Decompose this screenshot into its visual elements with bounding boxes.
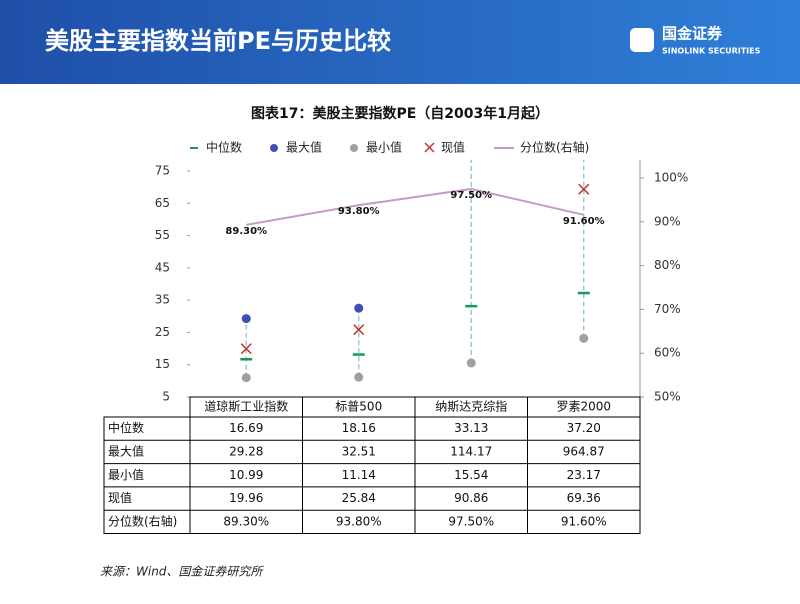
- y-tick-label: 75: [155, 164, 170, 178]
- table-cell: 37.20: [567, 421, 601, 435]
- y-tick-label: 5: [162, 390, 170, 404]
- table-cell: 23.17: [567, 468, 601, 482]
- legend-label: 分位数(右轴): [520, 140, 589, 155]
- legend-label: 最小值: [366, 140, 402, 155]
- table-cell: 89.30%: [223, 514, 269, 528]
- table-cell: 11.14: [342, 468, 376, 482]
- legend-symbol: [350, 144, 358, 152]
- y2-tick-label: 50%: [654, 390, 681, 404]
- table-header: 道琼斯工业指数: [204, 399, 288, 414]
- data-label: 93.80%: [338, 206, 380, 217]
- table-cell: 18.16: [342, 421, 376, 435]
- y2-tick-label: 100%: [654, 171, 688, 185]
- table-row-label: 最小值: [108, 467, 144, 482]
- logo-icon: [630, 28, 654, 52]
- data-label: 97.50%: [450, 190, 492, 201]
- y-tick-label: 35: [155, 293, 170, 307]
- table-cell: 19.96: [229, 491, 263, 505]
- current-mark: [578, 183, 590, 195]
- y-tick-label: 15: [155, 357, 170, 371]
- current-mark: [353, 324, 365, 336]
- table-cell: 15.54: [454, 468, 488, 482]
- table-cell: 29.28: [229, 444, 263, 458]
- table-cell: 90.86: [454, 491, 488, 505]
- table-row-label: 最大值: [108, 443, 144, 458]
- table-header: 罗素2000: [556, 400, 611, 414]
- source: 来源：Wind、国金证券研究所: [100, 565, 264, 579]
- y2-tick-label: 80%: [654, 258, 681, 272]
- chart-title: 图表17：美股主要指数PE（自2003年1月起）: [251, 105, 549, 122]
- point: [241, 373, 251, 383]
- y2-tick-label: 60%: [654, 346, 681, 360]
- table-header: 纳斯达克综指: [435, 399, 507, 414]
- y-tick-label: 65: [155, 196, 170, 210]
- table-cell: 964.87: [563, 444, 605, 458]
- plot-area: [240, 160, 590, 383]
- legend-label: 中位数: [206, 140, 242, 155]
- y-tick-label: 55: [155, 228, 170, 242]
- y-tick-label: 45: [155, 260, 170, 274]
- table-cell: 69.36: [567, 491, 601, 505]
- legend-label: 现值: [441, 140, 465, 155]
- legend-symbol: [424, 142, 435, 153]
- y-tick-label: 25: [155, 325, 170, 339]
- table-frame: [103, 416, 641, 534]
- table-cell: 97.50%: [448, 514, 494, 528]
- table-cell: 33.13: [454, 421, 488, 435]
- table-cell: 16.69: [229, 421, 263, 435]
- table-row-label: 分位数(右轴): [108, 513, 177, 528]
- y2-tick-label: 90%: [654, 214, 681, 228]
- table-header: 标普500: [335, 400, 382, 414]
- legend-symbol: [270, 144, 278, 152]
- header-band: [0, 0, 800, 84]
- table-cell: 114.17: [450, 444, 492, 458]
- table-cell: 10.99: [229, 468, 263, 482]
- logo-text: 国金证券: [662, 25, 723, 43]
- point: [241, 314, 251, 324]
- page-title: 美股主要指数当前PE与历史比较: [45, 27, 391, 55]
- point: [466, 358, 476, 368]
- point: [579, 333, 589, 343]
- data-label: 89.30%: [225, 226, 267, 237]
- table-row-label: 中位数: [108, 420, 144, 435]
- table-cell: 25.84: [342, 491, 376, 505]
- legend-label: 最大值: [286, 140, 322, 155]
- percentile-line: [246, 187, 584, 226]
- point: [354, 372, 364, 382]
- point: [354, 303, 364, 313]
- logo-en: SINOLINK SECURITIES: [662, 47, 761, 56]
- table-cell: 91.60%: [561, 514, 607, 528]
- table-row-label: 现值: [108, 490, 132, 505]
- y2-tick-label: 70%: [654, 302, 681, 316]
- table-cell: 93.80%: [336, 514, 382, 528]
- data-label: 91.60%: [563, 216, 605, 227]
- current-mark: [240, 343, 252, 355]
- table-cell: 32.51: [342, 444, 376, 458]
